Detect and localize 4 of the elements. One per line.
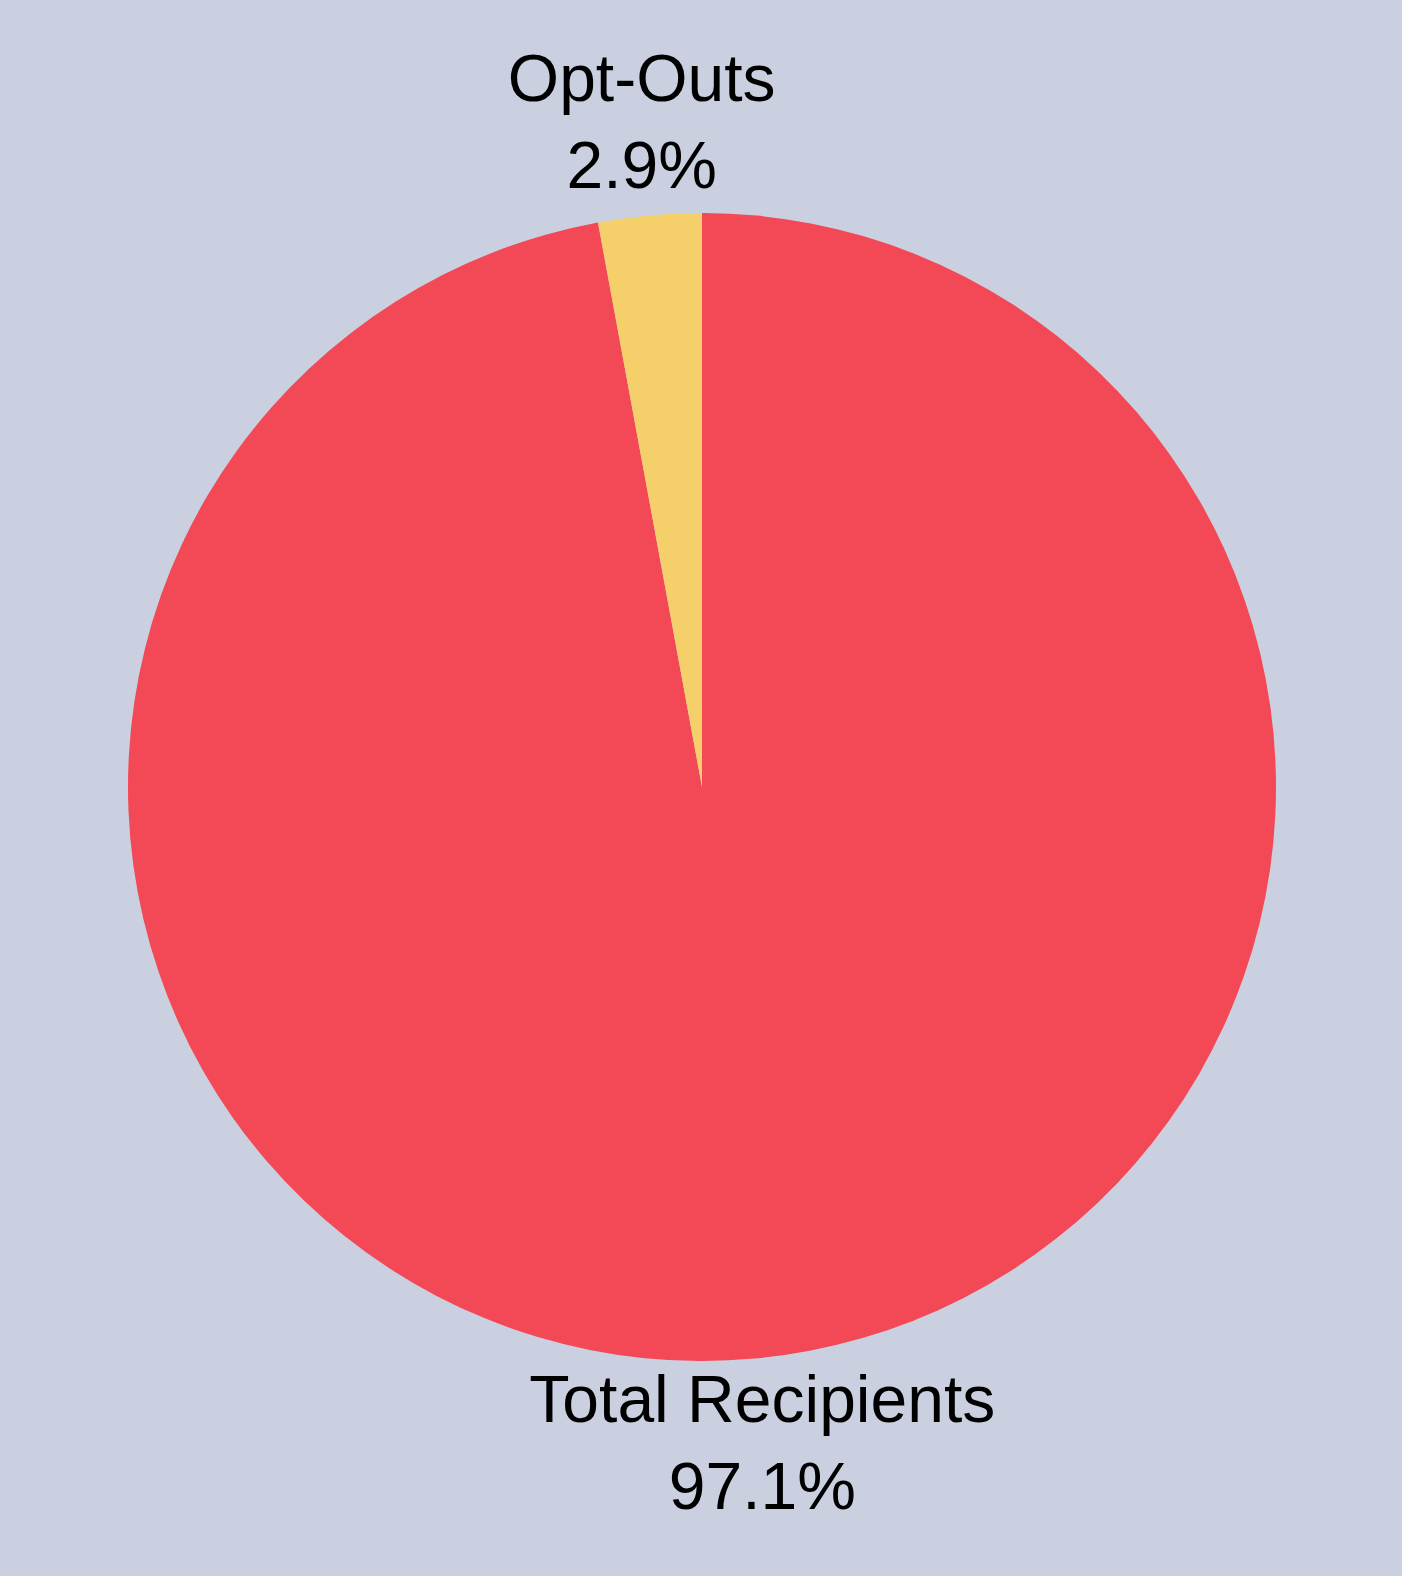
data-label: 97.1% bbox=[668, 1448, 856, 1523]
slice-label: Opt-Outs bbox=[507, 41, 776, 116]
slice-label: Total Recipients bbox=[529, 1361, 996, 1436]
data-label: 2.9% bbox=[566, 128, 717, 203]
